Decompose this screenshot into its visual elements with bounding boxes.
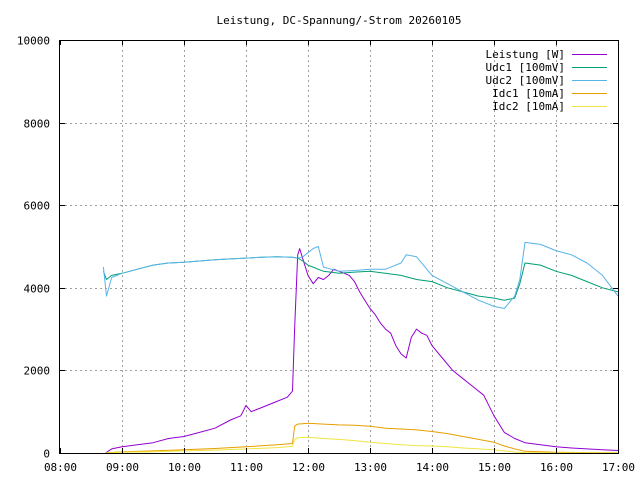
- x-tick-label: 14:00: [416, 461, 449, 474]
- chart-title: Leistung, DC-Spannung/-Strom 20260105: [216, 14, 461, 27]
- series-line: [105, 422, 619, 454]
- legend: Leistung [W]Udc1 [100mV]Udc2 [100mV]Idc1…: [486, 48, 607, 113]
- y-tick-label: 4000: [24, 283, 51, 296]
- x-tick-label: 17:00: [602, 461, 635, 474]
- x-tick-label: 10:00: [168, 461, 201, 474]
- grid-lines: [60, 40, 618, 453]
- x-tick-label: 16:00: [540, 461, 573, 474]
- series-line: [105, 436, 618, 454]
- x-tick-label: 08:00: [44, 461, 77, 474]
- legend-label: Udc2 [100mV]: [486, 74, 565, 87]
- y-tick-label: 10000: [17, 35, 50, 48]
- y-tick-label: 2000: [24, 365, 51, 378]
- axes: 08:00 09:00 10:00 11:00 12:00 13:00 14:00 15:00…: [17, 35, 635, 475]
- x-tick-label: 13:00: [354, 461, 387, 474]
- x-tick-label: 12:00: [292, 461, 325, 474]
- y-tick-label: 8000: [24, 118, 51, 131]
- x-tick-label: 09:00: [106, 461, 139, 474]
- series-line: [105, 248, 619, 454]
- x-tick-label: 15:00: [478, 461, 511, 474]
- legend-label: Idc2 [10mA]: [492, 100, 565, 113]
- series-lines: [102, 241, 619, 454]
- series-line: [102, 241, 619, 309]
- y-tick-label: 0: [43, 448, 50, 461]
- legend-label: Idc1 [10mA]: [492, 87, 565, 100]
- y-tick-label: 6000: [24, 200, 51, 213]
- plot-frame: [59, 40, 619, 454]
- x-tick-label: 11:00: [230, 461, 263, 474]
- legend-label: Leistung [W]: [486, 48, 565, 61]
- legend-label: Udc1 [100mV]: [486, 61, 565, 74]
